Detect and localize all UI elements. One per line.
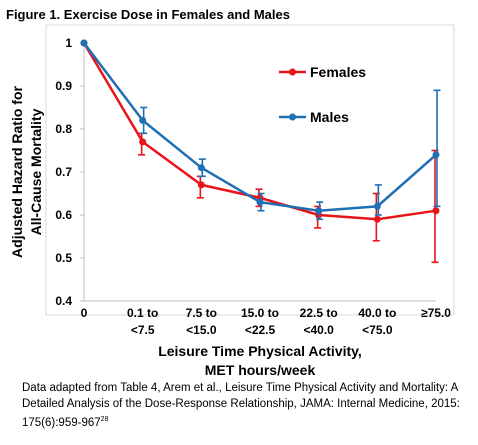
x-tick-label: <40.0 xyxy=(303,323,334,337)
males-data-point xyxy=(139,116,147,124)
males-data-point xyxy=(256,198,264,206)
x-tick-label: <75.0 xyxy=(362,323,393,337)
males-data-point xyxy=(373,202,381,210)
y-tick-label: 0.5 xyxy=(55,251,72,265)
legend-males-label: Males xyxy=(310,109,349,125)
x-tick-label: 15.0 to xyxy=(241,306,279,320)
y-tick-label: 0.8 xyxy=(55,122,72,136)
females-data-point xyxy=(197,181,205,189)
figure-title: Figure 1. Exercise Dose in Females and M… xyxy=(6,7,290,22)
y-axis-title: All-Cause Mortality xyxy=(28,108,44,235)
x-tick-label: ≥75.0 xyxy=(421,306,451,320)
x-tick-label: <7.5 xyxy=(131,323,155,337)
x-tick-label: 0.1 to xyxy=(127,306,158,320)
x-tick-label: 40.0 to xyxy=(358,306,396,320)
females-data-point xyxy=(139,138,147,146)
y-axis-title: Adjusted Hazard Ratio for xyxy=(9,85,25,257)
x-tick-label: 7.5 to xyxy=(186,306,217,320)
legend-females-label: Females xyxy=(310,64,366,80)
males-data-point xyxy=(315,207,323,215)
plot-area-frame xyxy=(45,24,455,316)
x-tick-label: <22.5 xyxy=(245,323,276,337)
males-data-point xyxy=(80,39,88,47)
males-data-point xyxy=(432,151,440,159)
y-tick-label: 0.9 xyxy=(55,79,72,93)
females-data-point xyxy=(432,207,440,215)
males-series-line xyxy=(83,42,437,212)
y-tick-label: 0.7 xyxy=(55,165,72,179)
females-data-point xyxy=(373,215,381,223)
x-axis-title: Leisure Time Physical Activity, xyxy=(158,343,362,359)
y-tick-label: 1 xyxy=(65,36,72,50)
x-tick-label: 0 xyxy=(81,306,88,320)
y-tick-label: 0.6 xyxy=(55,208,72,222)
legend-females-marker xyxy=(289,68,296,76)
caption: Data adapted from Table 4, Arem et al., … xyxy=(22,380,462,431)
chart: 0.4 0.5 0.6 0.7 0.8 0.9 1 0 0.1 to <7.5 7.5 to <15.… xyxy=(9,24,455,378)
x-tick-label: 22.5 to xyxy=(300,306,338,320)
x-tick-label: <15.0 xyxy=(186,323,217,337)
legend-males-marker xyxy=(289,113,296,121)
caption-reference: 28 xyxy=(100,416,109,423)
caption-text: Data adapted from Table 4, Arem et al., … xyxy=(22,382,460,429)
x-axis-title: MET hours/week xyxy=(205,362,316,378)
y-tick-label: 0.4 xyxy=(55,294,72,308)
males-data-point xyxy=(197,164,205,172)
